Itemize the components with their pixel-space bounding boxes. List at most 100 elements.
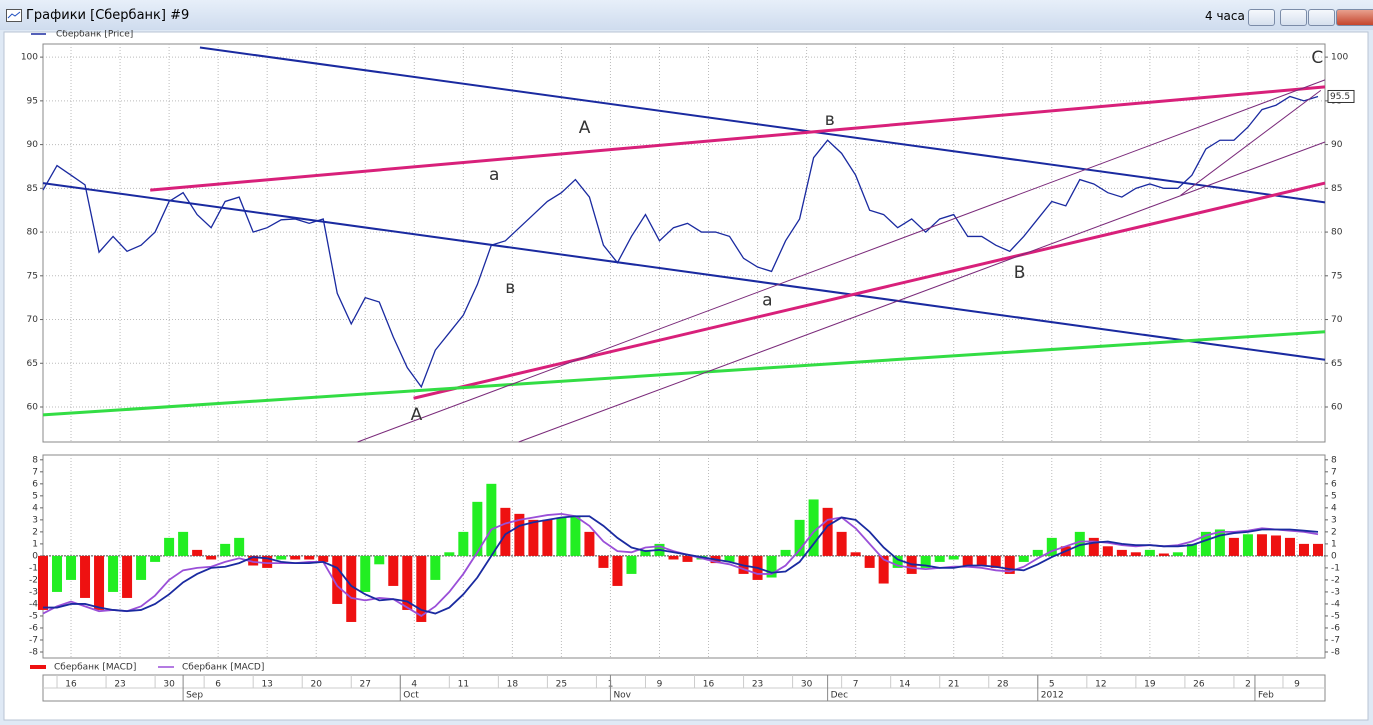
x-tick-label: 23 — [114, 680, 125, 690]
histogram-bar — [556, 517, 567, 556]
legend-label: Сбербанк [MACD] — [54, 663, 136, 673]
y-tick-label: 60 — [1331, 403, 1343, 413]
histogram-bar — [1130, 552, 1141, 556]
histogram-bar — [52, 555, 63, 592]
histogram-bar — [570, 516, 581, 556]
chart: 1623306132027411182519162330714212851219… — [3, 30, 1369, 721]
y-tick-label: -4 — [1331, 599, 1340, 609]
histogram-bar — [612, 555, 623, 586]
histogram-bar — [878, 555, 889, 584]
histogram-bar — [598, 555, 609, 568]
wave-label: A — [411, 405, 423, 425]
histogram-bar — [360, 555, 371, 592]
y-tick-label: 0 — [1331, 551, 1337, 561]
x-tick-label: 23 — [752, 680, 763, 690]
histogram-bar — [346, 555, 357, 622]
x-tick-label: 30 — [163, 680, 175, 690]
histogram-bar — [290, 555, 301, 560]
minimize-button[interactable] — [1280, 9, 1307, 26]
y-tick-label: 3 — [1331, 515, 1337, 525]
y-tick-label: -3 — [29, 587, 38, 597]
x-tick-label: 7 — [853, 680, 859, 690]
histogram-bar — [108, 555, 119, 592]
trend-line — [413, 181, 1326, 400]
y-tick-label: 80 — [27, 228, 39, 238]
histogram-bar — [1158, 553, 1169, 556]
histogram-bar — [38, 555, 48, 610]
histogram-bar — [920, 555, 931, 568]
x-tick-label: 20 — [310, 680, 322, 690]
histogram-bar — [1270, 535, 1281, 556]
trend-line — [150, 85, 1326, 192]
histogram-bar — [416, 555, 427, 622]
histogram-bar — [892, 555, 903, 568]
y-tick-label: 80 — [1331, 228, 1343, 238]
y-tick-label: 1 — [1331, 539, 1337, 549]
trend-line — [199, 46, 1326, 204]
y-tick-label: 7 — [32, 467, 38, 477]
month-label: Oct — [403, 691, 419, 701]
histogram-bar — [584, 531, 595, 556]
histogram-bar — [1200, 531, 1211, 556]
histogram-bar — [1004, 555, 1015, 574]
restore-button[interactable] — [1308, 9, 1335, 26]
pin-button[interactable] — [1248, 9, 1275, 26]
histogram-bar — [486, 483, 497, 556]
close-button[interactable] — [1336, 9, 1373, 26]
y-tick-label: -5 — [29, 611, 38, 621]
legend-label: Сбербанк [Price] — [56, 30, 133, 40]
histogram-bar — [388, 555, 399, 586]
y-tick-label: 65 — [1331, 359, 1342, 369]
y-tick-label: 7 — [1331, 467, 1337, 477]
x-tick-label: 5 — [1049, 680, 1055, 690]
histogram-bar — [794, 519, 805, 556]
histogram-bar — [1172, 552, 1183, 556]
y-tick-label: 100 — [1331, 53, 1348, 63]
histogram-bar — [514, 513, 525, 556]
histogram-bar — [990, 555, 1001, 568]
wave-label: a — [489, 165, 499, 185]
histogram-bar — [150, 555, 161, 562]
y-tick-label: -2 — [29, 575, 38, 585]
histogram-bar — [500, 507, 511, 556]
y-tick-label: -6 — [1331, 623, 1340, 633]
y-tick-label: -8 — [1331, 647, 1340, 657]
histogram-bar — [668, 555, 679, 560]
y-tick-label: 1 — [32, 539, 38, 549]
histogram-bar — [962, 555, 973, 566]
x-tick-label: 11 — [458, 680, 469, 690]
histogram-bar — [1298, 543, 1309, 556]
histogram-bar — [948, 555, 959, 560]
x-tick-label: 14 — [899, 680, 911, 690]
legend-label: Сбербанк [MACD] — [182, 663, 264, 673]
month-label: Feb — [1258, 691, 1274, 701]
timeframe[interactable]: 4 часа — [1205, 9, 1245, 23]
wave-label: в — [505, 278, 515, 298]
month-label: Sep — [186, 691, 203, 701]
y-tick-label: 65 — [27, 359, 38, 369]
histogram-bar — [136, 555, 147, 580]
histogram-bar — [66, 555, 77, 580]
histogram-bar — [1256, 534, 1267, 556]
y-tick-label: -4 — [29, 599, 38, 609]
y-tick-label: 0 — [32, 551, 38, 561]
month-label: Nov — [613, 691, 631, 701]
histogram-bar — [80, 555, 91, 598]
histogram-bar — [724, 555, 735, 562]
series-line — [42, 95, 1319, 389]
trend-line — [1180, 89, 1322, 196]
wave-label: в — [825, 110, 835, 130]
y-tick-label: 5 — [1331, 491, 1337, 501]
y-tick-label: 90 — [1331, 140, 1343, 150]
histogram-bar — [1312, 543, 1323, 556]
histogram-bar — [1284, 537, 1295, 556]
histogram-bar — [402, 555, 413, 610]
histogram-bar — [1242, 534, 1253, 556]
last-price-box — [1327, 89, 1355, 103]
histogram-bar — [1032, 549, 1043, 556]
y-tick-label: -1 — [29, 563, 38, 573]
y-tick-label: -7 — [29, 635, 38, 645]
histogram-bar — [332, 555, 343, 604]
histogram-bar — [822, 507, 833, 556]
